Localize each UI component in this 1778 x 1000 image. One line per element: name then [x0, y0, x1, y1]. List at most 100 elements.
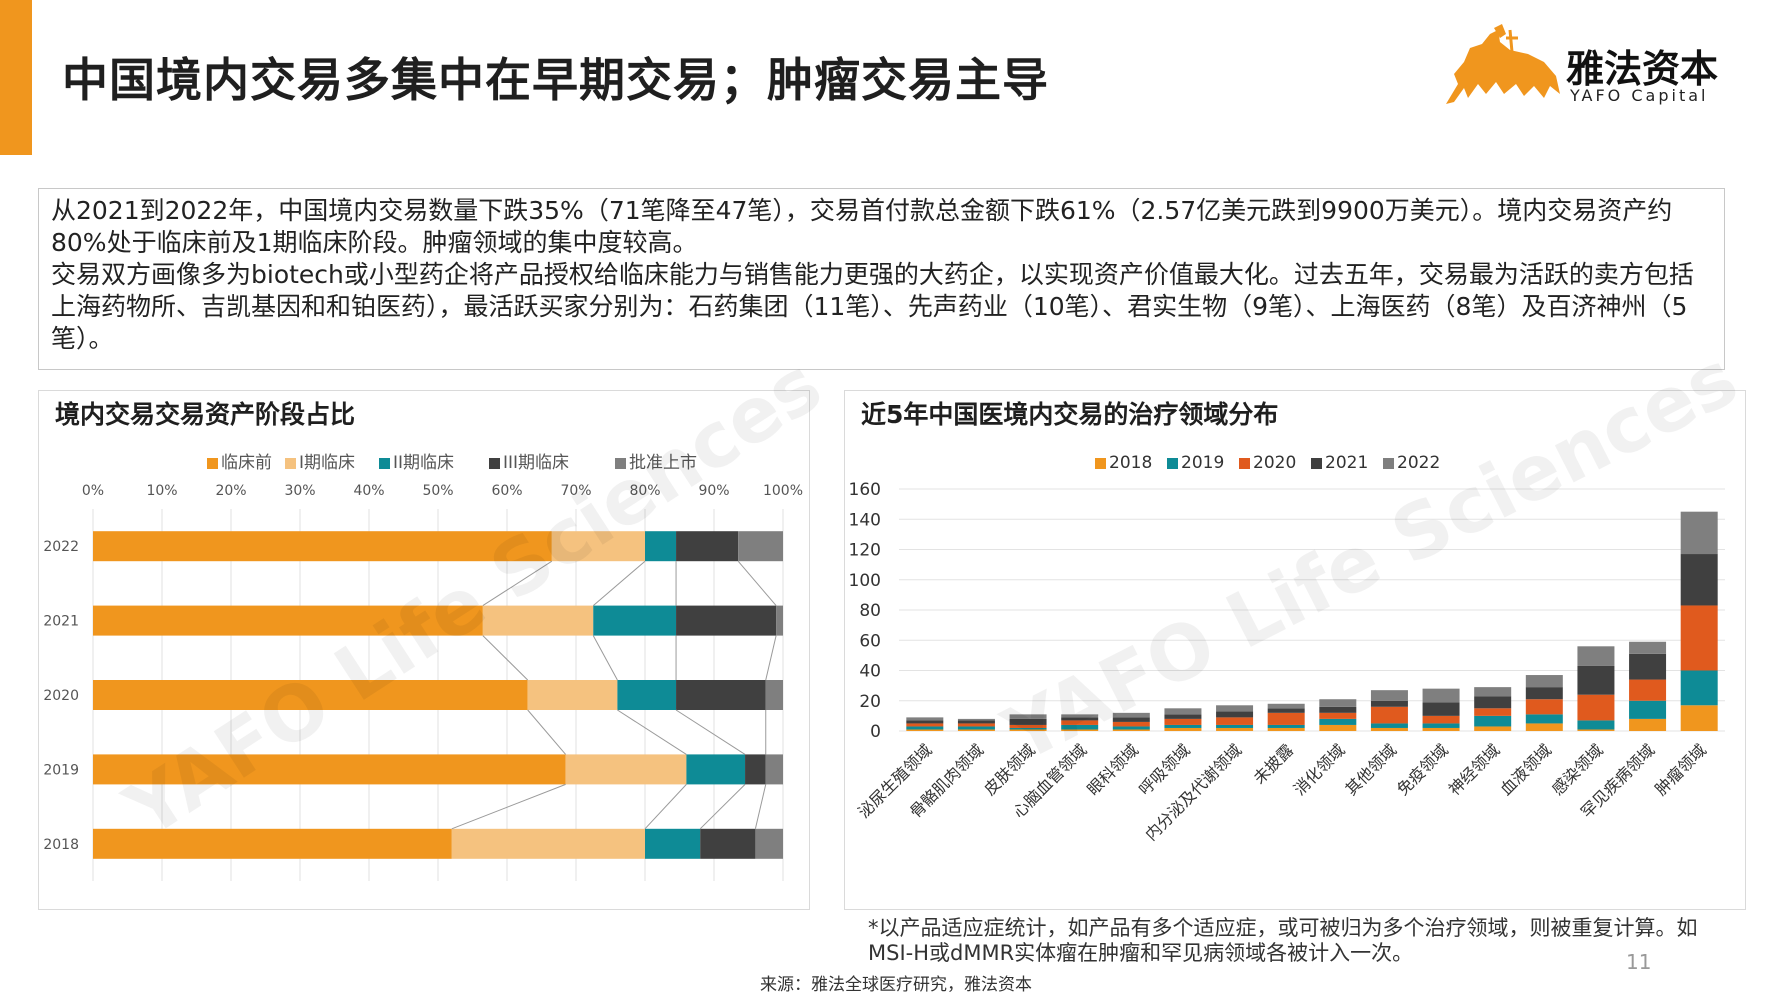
area-legend-swatch-0 [1095, 458, 1106, 469]
stage-y-tick: 2018 [43, 837, 79, 853]
area-bar-segment [906, 720, 944, 724]
stage-y-tick: 2022 [43, 539, 79, 555]
area-bar-segment [1061, 717, 1099, 721]
stage-bar-segment [451, 828, 645, 859]
area-bar-segment [1061, 724, 1099, 730]
area-bar-segment [1577, 729, 1615, 731]
area-bar-segment [1525, 723, 1563, 731]
area-bar-segment [1267, 727, 1305, 731]
area-bar-segment [1216, 727, 1254, 731]
area-bar-segment [1422, 715, 1460, 724]
stage-x-tick: 30% [284, 483, 315, 499]
area-bar-segment [1319, 699, 1357, 707]
stage-series-line [482, 560, 553, 607]
area-bar-segment [906, 729, 944, 731]
footnote: *以产品适应症统计，如产品有多个适应症，或可被归为多个治疗领域，则被重复计算。如… [868, 916, 1698, 965]
area-bar-segment [1009, 724, 1047, 728]
logo-name: 雅法资本 [1566, 47, 1719, 91]
stage-bar-segment [745, 754, 766, 785]
area-legend-label-3: 2021 [1325, 453, 1368, 473]
stage-y-tick: 2020 [43, 688, 79, 704]
stage-x-tick: 60% [491, 483, 522, 499]
area-x-tick: 眼科领域 [1083, 740, 1142, 799]
stage-x-tick: 20% [215, 483, 246, 499]
area-y-tick: 140 [849, 510, 881, 530]
stage-series-line [644, 784, 687, 830]
stage-legend-swatch-2 [379, 458, 390, 469]
area-bar-segment [1370, 700, 1408, 707]
stage-bar-segment [765, 680, 783, 710]
area-bar-segment [1680, 554, 1718, 606]
area-bar-segment [957, 726, 995, 730]
stage-x-tick: 10% [146, 483, 177, 499]
area-bar-segment [1680, 511, 1718, 555]
area-legend-swatch-2 [1239, 458, 1250, 469]
area-bar-segment [1216, 705, 1254, 712]
stage-x-tick: 100% [763, 483, 803, 499]
area-bar-segment [1267, 712, 1305, 725]
area-bar-segment [1577, 646, 1615, 666]
area-bar-segment [1164, 714, 1202, 719]
area-y-tick: 160 [849, 480, 881, 500]
stage-legend-swatch-0 [207, 458, 218, 469]
source-note: 来源：雅法全球医疗研究，雅法资本 [760, 975, 1032, 995]
area-y-tick: 120 [849, 541, 881, 561]
area-bar-segment [1370, 706, 1408, 724]
area-chart-title: 近5年中国医境内交易的治疗领域分布 [861, 400, 1279, 429]
area-bar-segment [1629, 653, 1667, 680]
stage-chart-title: 境内交易交易资产阶段占比 [55, 400, 356, 429]
stage-series-line [617, 709, 687, 755]
area-x-tick: 免疫领域 [1393, 740, 1452, 799]
stage-chart-panel: 境内交易交易资产阶段占比 临床前 I期临床 II期临床 III期临床 批准上市 0% 10%… [38, 390, 810, 910]
stage-bar-segment [776, 605, 783, 636]
stage-bar-segment [93, 754, 566, 785]
area-bar-segment [1164, 727, 1202, 731]
area-x-tick: 消化领域 [1290, 740, 1349, 799]
stage-legend-label-0: 临床前 [221, 453, 272, 473]
stage-legend-swatch-1 [285, 458, 296, 469]
area-bar-segment [1422, 727, 1460, 731]
stage-bar-segment [765, 754, 783, 785]
area-bar-segment [1370, 727, 1408, 731]
stage-x-tick: 40% [353, 483, 384, 499]
area-bar-segment [906, 717, 944, 721]
area-bar-segment [1422, 688, 1460, 703]
summary-box: 从2021到2022年，中国境内交易数量下跌35%（71笔降至47笔），交易首付… [38, 188, 1725, 370]
stage-bar-segment [93, 605, 483, 636]
page-title: 中国境内交易多集中在早期交易；肿瘤交易主导 [62, 53, 1049, 107]
area-bar-segment [1164, 718, 1202, 725]
stage-y-tick: 2019 [43, 762, 79, 778]
area-bar-segment [1525, 714, 1563, 724]
area-bar-segment [1629, 700, 1667, 719]
area-bar-segment [1577, 665, 1615, 695]
area-bar-segment [1112, 726, 1150, 730]
stage-chart: 临床前 I期临床 II期临床 III期临床 批准上市 0% 10% 20% 30% 40% 50% 6… [43, 453, 803, 881]
area-y-tick: 80 [859, 601, 881, 621]
area-bar-segment [1577, 694, 1615, 721]
stage-bar-segment [645, 531, 677, 562]
area-x-tick: 血液领域 [1496, 740, 1555, 799]
area-legend-label-4: 2022 [1397, 453, 1440, 473]
stage-x-tick: 90% [698, 483, 729, 499]
area-bar-segment [1319, 724, 1357, 731]
stage-series-line [451, 783, 566, 830]
area-bar-segment [1422, 723, 1460, 728]
area-bar-segment [1370, 723, 1408, 728]
area-x-tick: 肿瘤领域 [1651, 740, 1710, 799]
stage-bar-segment [676, 680, 766, 710]
area-x-tick: 内分泌及代谢领域 [1141, 740, 1245, 844]
area-bar-segment [1112, 721, 1150, 727]
area-bar-segment [1216, 711, 1254, 718]
stage-bar-segment [738, 531, 783, 562]
stage-bar-segment [645, 828, 701, 859]
stage-bar-segment [617, 680, 677, 710]
area-bar-segment [1061, 729, 1099, 731]
area-bar-segment [1267, 708, 1305, 713]
area-bar-segment [1267, 724, 1305, 728]
lion-logo-icon [1446, 24, 1560, 104]
area-bar-segment [1319, 712, 1357, 719]
logo: 雅法资本 YAFO Capital [1440, 24, 1750, 114]
stage-series-line [482, 635, 529, 681]
area-bar-segment [1216, 724, 1254, 728]
stage-bar-segment [686, 754, 746, 785]
